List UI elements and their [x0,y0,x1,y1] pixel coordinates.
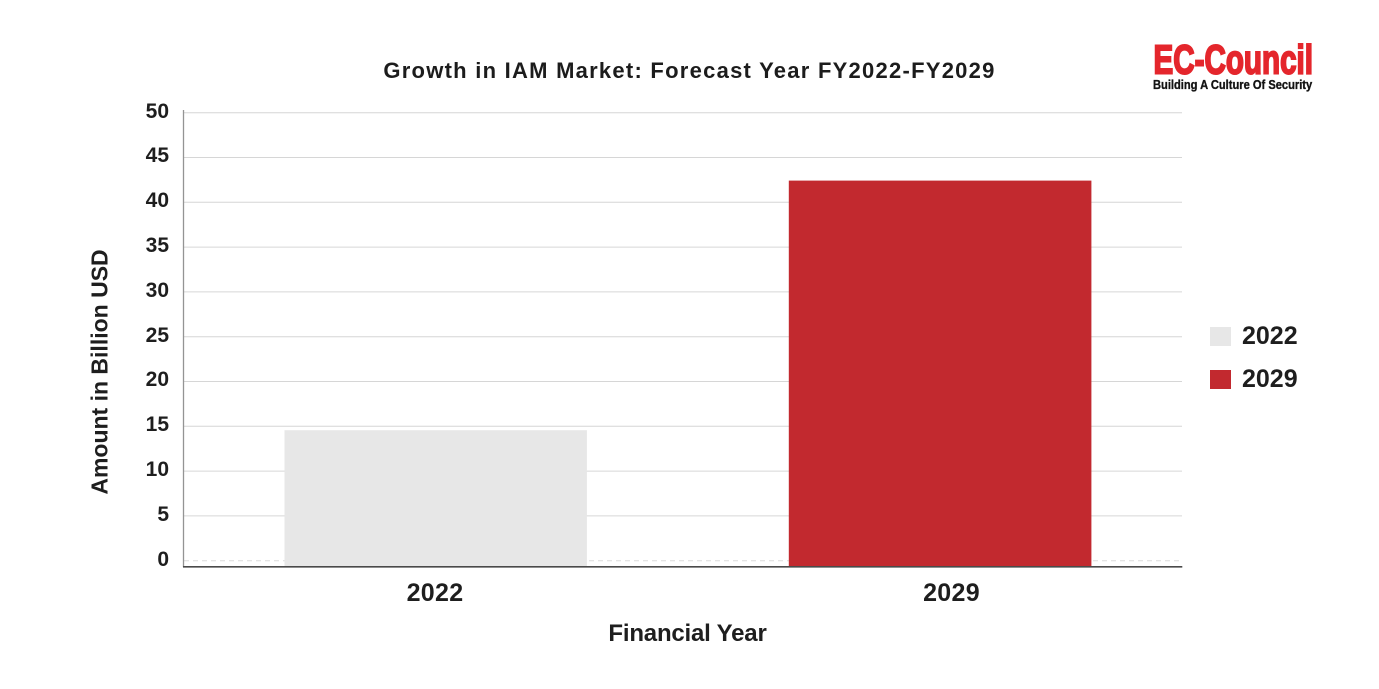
svg-text:Building A Culture Of Security: Building A Culture Of Security [1153,78,1313,93]
svg-text:EC-Council: EC-Council [1154,39,1313,83]
